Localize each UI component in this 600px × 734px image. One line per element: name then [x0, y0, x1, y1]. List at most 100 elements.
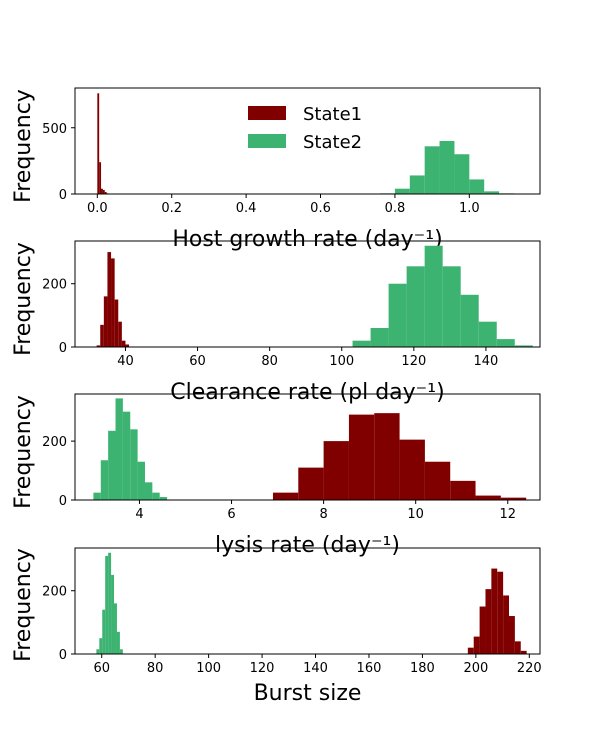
histogram-bar-state1: [514, 641, 521, 654]
legend-swatch-state2: [248, 134, 286, 148]
y-axis-title: Frequency: [11, 89, 36, 203]
axes-frame: [74, 87, 541, 195]
axes-frame: [74, 547, 541, 655]
histogram-bar-state1: [104, 192, 107, 194]
x-axis-title: lysis rate (day⁻¹): [215, 533, 400, 558]
histogram-bar-state2: [159, 497, 168, 500]
histogram-bar-state2: [115, 398, 123, 500]
histogram-bar-state2: [409, 175, 425, 194]
histogram-bar-state2: [460, 294, 479, 347]
legend-label-state2: State2: [303, 132, 362, 153]
histogram-bar-state1: [111, 258, 115, 347]
histogram-bar-state1: [491, 568, 498, 654]
x-tick-label: 120: [250, 661, 275, 676]
x-tick-label: 60: [189, 354, 206, 369]
histogram-bar-state2: [496, 339, 515, 347]
y-tick-label: 200: [42, 585, 67, 600]
bars-2: [96, 245, 533, 347]
histogram-bar-state2: [93, 492, 101, 500]
histogram-bar-state1: [509, 616, 515, 654]
x-tick-label: 0.8: [385, 201, 406, 216]
y-tick-label: 0: [59, 494, 67, 509]
x-tick-label: 6: [227, 507, 235, 522]
y-tick-label: 0: [59, 341, 67, 356]
histogram-bar-state2: [114, 603, 117, 654]
histogram-bar-state2: [484, 191, 500, 194]
histogram-bar-state1: [114, 299, 119, 347]
x-tick-label: 12: [499, 507, 516, 522]
histogram-bar-state1: [100, 324, 104, 347]
histogram-bar-state2: [122, 411, 131, 500]
histogram-bar-state1: [101, 188, 103, 194]
x-tick-label: 120: [401, 354, 426, 369]
legend-swatch-state1: [248, 106, 286, 120]
x-axis-title: Host growth rate (day⁻¹): [172, 227, 442, 252]
y-tick-label: 0: [59, 188, 67, 203]
histogram-bar-state1: [467, 647, 474, 654]
histogram-bar-state1: [103, 296, 108, 347]
histogram-bar-state2: [152, 492, 160, 500]
histogram-bar-state1: [97, 93, 100, 194]
histogram-bar-state2: [478, 321, 497, 347]
histogram-bar-state1: [450, 480, 476, 500]
histogram-bar-state2: [96, 649, 100, 654]
histogram-bar-state2: [394, 188, 410, 194]
histogram-bar-state1: [500, 497, 527, 500]
axes-frame: [74, 240, 541, 348]
histogram-bar-state1: [121, 340, 126, 347]
histogram-bar-state1: [96, 345, 101, 347]
x-tick-label: 80: [147, 661, 164, 676]
bars-3: [93, 398, 527, 500]
subplot-3: 4 6 8 10 12 0 200 Frequency lysis rate (day⁻¹): [11, 393, 541, 558]
histogram-bar-state2: [111, 574, 115, 654]
x-tick-label: 100: [329, 354, 354, 369]
subplot-4: 60 80 100 120 140 160 180 200 220 0 200 Frequency Bu…: [11, 547, 542, 706]
histogram-bar-state1: [107, 252, 112, 347]
histogram-bar-state2: [388, 283, 407, 347]
y-axis-title: Frequency: [11, 548, 36, 662]
histogram-bar-state1: [520, 650, 527, 654]
histogram-bar-state2: [352, 340, 371, 347]
y-axis-title: Frequency: [11, 395, 36, 509]
histogram-bar-state2: [99, 638, 103, 654]
histogram-bar-state1: [272, 492, 299, 500]
x-tick-label: 0.2: [161, 201, 182, 216]
x-axis-title: Burst size: [254, 681, 362, 706]
legend-label-state1: State1: [303, 104, 362, 125]
histogram-bar-state1: [374, 413, 400, 500]
y-tick-label: 200: [42, 278, 67, 293]
x-tick-label: 10: [407, 507, 424, 522]
histogram-bar-state1: [323, 441, 349, 500]
histogram-bar-state2: [144, 482, 153, 500]
histogram-bar-state2: [442, 266, 461, 347]
histogram-bar-state1: [125, 344, 130, 347]
subplot-2: 40 60 80 100 120 140 0 200 Frequency Clearance ra…: [11, 240, 541, 405]
histogram-bar-state2: [454, 154, 470, 194]
histogram-bar-state2: [102, 609, 106, 654]
histogram-bar-state2: [116, 631, 120, 654]
histogram-bar-state1: [479, 606, 486, 654]
x-tick-label: 40: [117, 354, 134, 369]
histogram-bar-state2: [100, 460, 109, 500]
y-tick-label: 200: [42, 435, 67, 450]
subplot-1: 0.0 0.2 0.4 0.6 0.8 1.0 0 500 Frequency Host grow…: [11, 87, 541, 252]
y-tick-label: 500: [42, 122, 67, 137]
histogram-bar-state1: [473, 636, 480, 654]
x-tick-label: 80: [261, 354, 278, 369]
histogram-bar-state2: [108, 552, 112, 654]
bars-1: [97, 93, 514, 194]
histogram-bar-state2: [514, 345, 533, 347]
histogram-bar-state1: [503, 595, 509, 654]
x-axis-title: Clearance rate (pl day⁻¹): [170, 380, 444, 405]
x-tick-label: 140: [303, 661, 328, 676]
x-tick-label: 4: [135, 507, 143, 522]
histogram-bar-state2: [424, 245, 443, 347]
histogram-bar-state2: [119, 649, 123, 654]
histogram-bar-state1: [424, 461, 451, 500]
histogram-bar-state1: [99, 162, 102, 194]
histogram-bar-state1: [475, 495, 501, 500]
histogram-bar-state2: [406, 266, 425, 347]
y-tick-label: 0: [59, 648, 67, 663]
x-tick-label: 160: [357, 661, 382, 676]
